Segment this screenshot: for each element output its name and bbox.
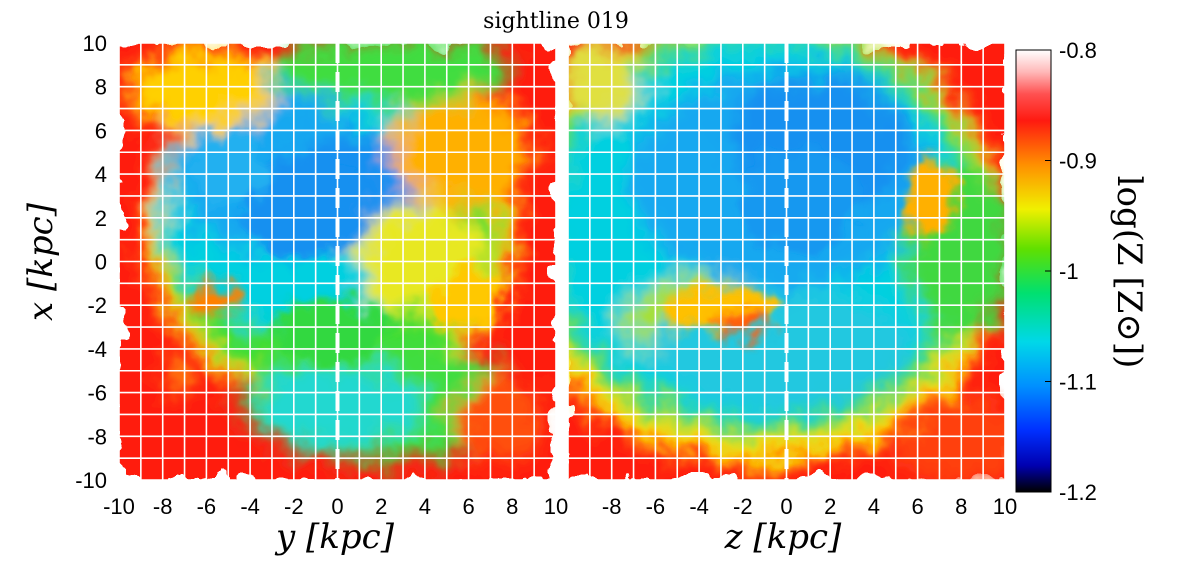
left-x-ticklabels: -10 -8 -6 -4 -2 0 2 4 6 8 10 <box>103 494 568 519</box>
x-tick-label: 0 <box>780 494 792 519</box>
x-tick-label: 10 <box>544 494 568 519</box>
colorbar-tick-label: -1.2 <box>1059 480 1097 505</box>
x-tick-label: -2 <box>733 494 753 519</box>
colorbar-ticks: -0.8 -0.9 -1 -1.1 -1.2 <box>1045 38 1097 505</box>
right-x-ticklabels: -8 -6 -4 -2 0 2 4 6 8 10 <box>602 494 1017 519</box>
left-panel: -10 -8 -6 -4 -2 0 2 4 6 8 10 10 8 6 4 2 0 -2 -4 -6 -8 -10 y … <box>21 31 568 557</box>
y-tick-label: -2 <box>87 293 107 318</box>
y-tick-label: -8 <box>87 424 107 449</box>
x-tick-label: 2 <box>824 494 836 519</box>
colorbar: -0.8 -0.9 -1 -1.1 -1.2 log(Z [Z⊙]) <box>1015 38 1149 505</box>
colorbar-tick-label: -1 <box>1059 259 1079 284</box>
chart-title: sightline 019 <box>483 9 629 34</box>
x-tick-label: -10 <box>103 494 135 519</box>
x-tick-label: -6 <box>197 494 217 519</box>
x-tick-label: 6 <box>462 494 474 519</box>
y-tick-label: -4 <box>87 337 107 362</box>
y-tick-label: 6 <box>95 118 107 143</box>
x-tick-label: 6 <box>911 494 923 519</box>
y-tick-label: 2 <box>95 206 107 231</box>
left-y-ticklabels: 10 8 6 4 2 0 -2 -4 -6 -8 -10 <box>75 31 107 493</box>
y-tick-label: 0 <box>95 250 107 275</box>
right-panel: -8 -6 -4 -2 0 2 4 6 8 10 z [kpc] <box>568 43 1017 557</box>
x-tick-label: 4 <box>868 494 880 519</box>
x-tick-label: -8 <box>153 494 173 519</box>
x-tick-label: 10 <box>993 494 1017 519</box>
left-ylabel: x [kpc] <box>21 202 61 321</box>
colorbar-tick-label: -0.9 <box>1059 149 1097 174</box>
y-tick-label: 4 <box>95 162 107 187</box>
x-tick-label: 0 <box>331 494 343 519</box>
left-xlabel: y [kpc] <box>274 517 395 557</box>
x-tick-label: 8 <box>955 494 967 519</box>
colorbar-label: log(Z [Z⊙]) <box>1109 176 1149 369</box>
x-tick-label: 8 <box>506 494 518 519</box>
x-tick-label: -4 <box>240 494 260 519</box>
x-tick-label: 2 <box>375 494 387 519</box>
right-xlabel: z [kpc] <box>724 517 842 557</box>
x-tick-label: -4 <box>689 494 709 519</box>
x-tick-label: 4 <box>419 494 431 519</box>
x-tick-label: -2 <box>284 494 304 519</box>
y-tick-label: 8 <box>95 75 107 100</box>
x-tick-label: -6 <box>646 494 666 519</box>
colorbar-tick-label: -0.8 <box>1059 38 1097 63</box>
x-tick-label: -8 <box>602 494 622 519</box>
y-tick-label: -6 <box>87 381 107 406</box>
y-tick-label: 10 <box>83 31 107 56</box>
left-grid <box>119 43 556 480</box>
colorbar-tick-label: -1.1 <box>1059 370 1097 395</box>
y-tick-label: -10 <box>75 468 107 493</box>
